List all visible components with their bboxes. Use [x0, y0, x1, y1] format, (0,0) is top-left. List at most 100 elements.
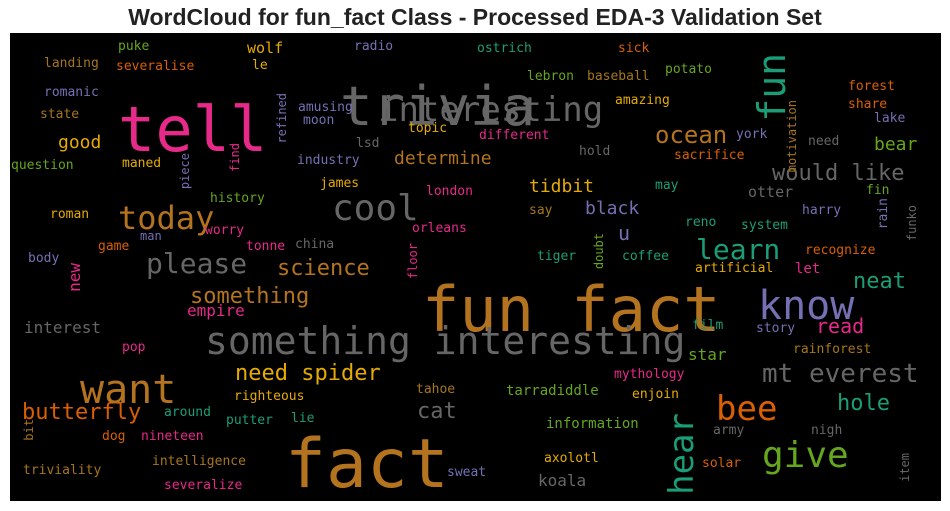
word-item: item: [898, 453, 912, 482]
word-body: body: [28, 251, 59, 266]
word-around: around: [164, 405, 211, 420]
word-baseball: baseball: [587, 69, 650, 84]
word-bee: bee: [716, 389, 777, 429]
word-film: film: [692, 318, 723, 333]
word-interesting: interesting: [378, 90, 603, 130]
word-lebron: lebron: [527, 69, 574, 84]
word-nigh: nigh: [811, 423, 842, 438]
word-hold: hold: [579, 144, 610, 159]
word-tonne: tonne: [246, 239, 285, 254]
word-bit: bit: [22, 419, 36, 441]
word-london: london: [426, 184, 473, 199]
word-trivia: trivia: [340, 75, 535, 138]
wordcloud-canvas: trivia tell fun fact fact something interest…: [10, 33, 941, 501]
word-james: james: [320, 176, 359, 191]
word-recognize: recognize: [805, 243, 876, 258]
word-wolf: wolf: [247, 39, 283, 57]
word-neat: neat: [853, 269, 906, 294]
word-game: game: [98, 239, 129, 254]
word-moon: moon: [303, 113, 334, 128]
word-topic: topic: [408, 121, 447, 136]
words-layer: trivia tell fun fact fact something interest…: [11, 39, 919, 501]
word-let: let: [795, 261, 820, 277]
cloud-background: [10, 33, 941, 501]
word-state: state: [40, 107, 79, 122]
word-coffee: coffee: [622, 249, 669, 264]
word-forest: forest: [848, 79, 895, 94]
word-u: u: [618, 221, 630, 245]
word-something: something: [190, 284, 309, 309]
word-share: share: [848, 97, 887, 112]
word-intelligence: intelligence: [152, 454, 246, 469]
word-fin: fin: [866, 183, 889, 198]
word-tarradiddle: tarradiddle: [506, 383, 599, 399]
word-piece: piece: [178, 153, 192, 189]
word-bear: bear: [874, 134, 918, 155]
word-tiger: tiger: [537, 249, 576, 264]
word-romanic: romanic: [44, 85, 99, 100]
word-amazing: amazing: [615, 93, 670, 108]
word-ostrich: ostrich: [477, 41, 532, 56]
word-reno: reno: [685, 215, 716, 230]
word-need-spider: need spider: [235, 361, 381, 386]
word-need: need: [808, 134, 839, 149]
word-radio: radio: [354, 39, 393, 54]
word-question: question: [11, 158, 74, 173]
word-determine: determine: [394, 148, 492, 169]
word-ocean: ocean: [655, 121, 727, 149]
word-floor: floor: [406, 243, 420, 279]
word-would-like: would like: [772, 161, 904, 186]
word-severalize: severalize: [164, 478, 242, 493]
word-china: china: [295, 237, 334, 252]
word-system: system: [741, 218, 788, 233]
word-puke: puke: [118, 39, 149, 54]
word-harry: harry: [802, 203, 841, 218]
word-learn: learn: [696, 233, 780, 266]
word-potato: potato: [665, 62, 712, 77]
word-star: star: [688, 345, 727, 364]
word-amusing: amusing: [298, 100, 353, 115]
word-hear: hear: [662, 413, 702, 495]
word-roman: roman: [50, 207, 89, 222]
word-give: give: [762, 435, 849, 476]
word-motivation: motivation: [785, 100, 799, 172]
word-mythology: mythology: [614, 367, 685, 382]
word-refined: refined: [275, 93, 289, 144]
word-rain: rain: [876, 198, 891, 229]
word-rainforest: rainforest: [793, 342, 871, 357]
word-industry: industry: [297, 153, 360, 168]
word-science: science: [277, 256, 370, 281]
word-nineteen: nineteen: [141, 429, 204, 444]
word-orleans: orleans: [412, 221, 467, 236]
word-york: york: [736, 127, 767, 142]
word-hole: hole: [837, 391, 890, 416]
word-lsd: lsd: [356, 136, 379, 151]
word-read: read: [816, 314, 864, 338]
word-fun-fact: fun fact: [422, 273, 721, 346]
word-maned: maned: [122, 156, 161, 171]
word-tidbit: tidbit: [529, 176, 594, 197]
word-something-interesting: something interesting: [205, 319, 685, 363]
word-severalise: severalise: [116, 59, 194, 74]
word-want: want: [80, 367, 176, 413]
word-know: know: [758, 283, 855, 329]
word-cool: cool: [332, 188, 419, 229]
word-find: find: [228, 143, 242, 172]
word-lake: lake: [874, 111, 905, 126]
word-good: good: [58, 132, 101, 153]
word-putter: putter: [226, 413, 273, 428]
word-empire: empire: [187, 301, 245, 320]
word-landing: landing: [44, 56, 99, 71]
word-tahoe: tahoe: [416, 382, 455, 397]
word-worry: worry: [205, 223, 244, 238]
word-man: man: [140, 229, 162, 243]
word-axolotl: axolotl: [544, 451, 599, 466]
word-funko: funko: [905, 205, 919, 241]
word-information: information: [546, 416, 639, 432]
word-triviality: triviality: [23, 463, 101, 478]
word-today: today: [118, 199, 214, 237]
word-sick: sick: [618, 41, 649, 56]
word-butterfly: butterfly: [22, 400, 141, 425]
word-dog: dog: [102, 429, 125, 444]
word-mt-everest: mt everest: [762, 359, 919, 389]
